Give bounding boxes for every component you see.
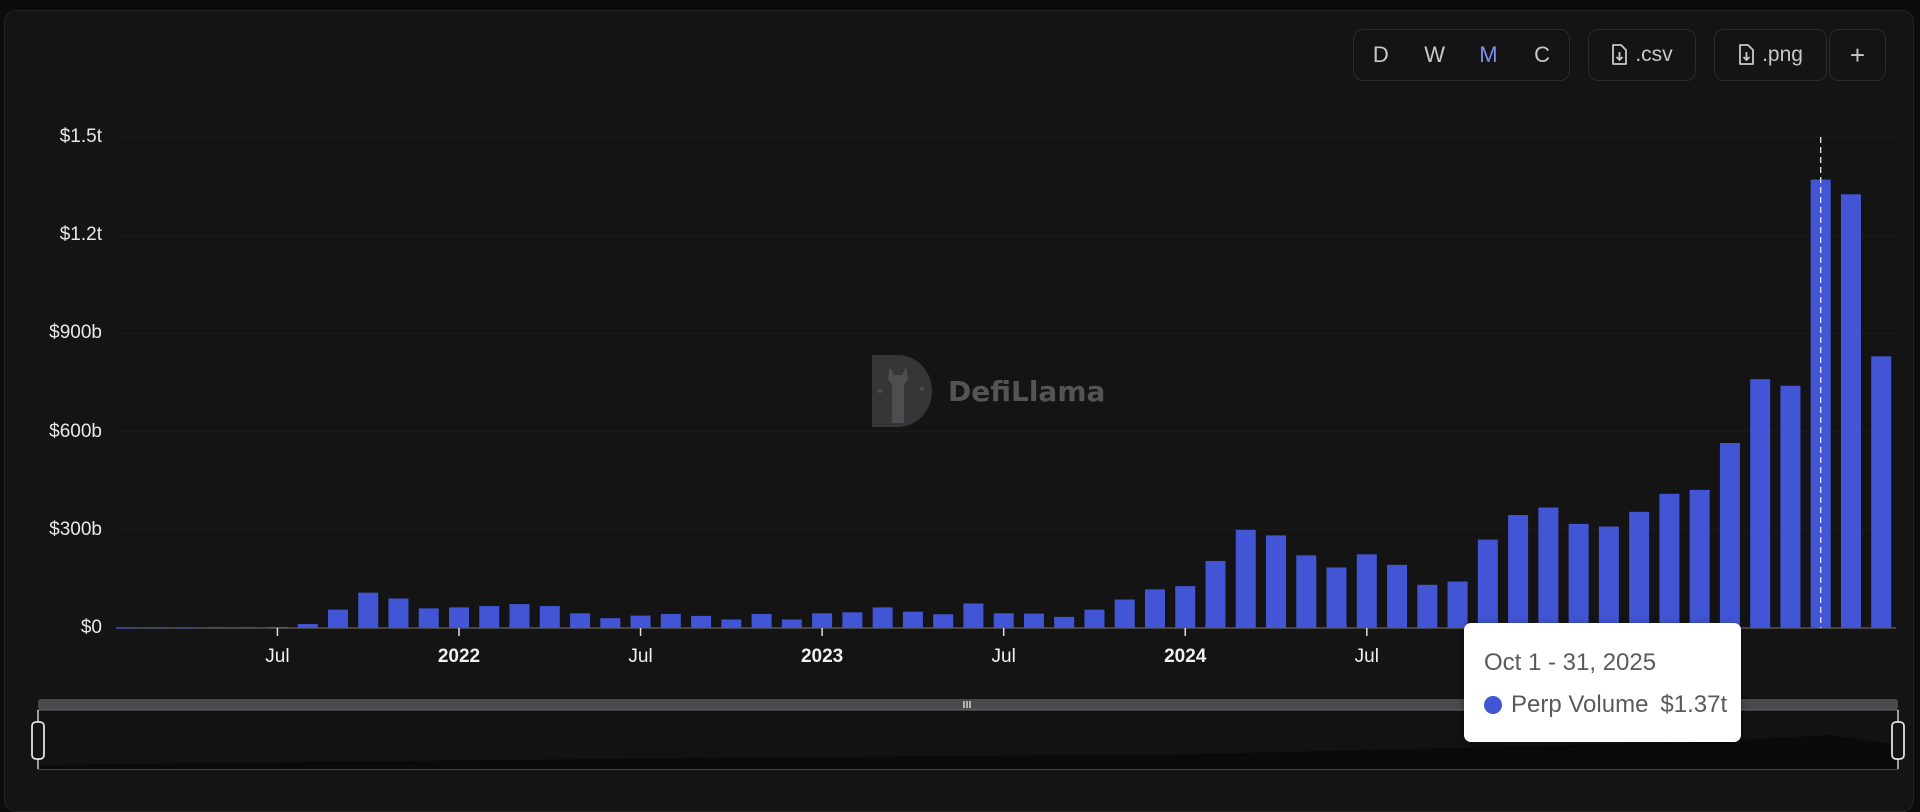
y-tick-label: $1.5t bbox=[59, 126, 102, 147]
bar-2025-10[interactable] bbox=[1810, 179, 1831, 628]
bar-2024-07[interactable] bbox=[1356, 554, 1377, 628]
bar-2022-03[interactable] bbox=[509, 604, 530, 628]
y-tick-label: $1.2t bbox=[59, 224, 102, 246]
series-color-dot bbox=[1484, 696, 1502, 714]
bar-2024-12[interactable] bbox=[1508, 515, 1529, 628]
bar-2024-09[interactable] bbox=[1417, 584, 1438, 628]
bar-2025-03[interactable] bbox=[1598, 526, 1619, 628]
y-tick-label: $900b bbox=[49, 322, 102, 344]
bar-2022-08[interactable] bbox=[660, 613, 681, 628]
bar-2021-12[interactable] bbox=[418, 608, 439, 628]
y-tick-label: $600b bbox=[49, 420, 102, 442]
bar-2024-05[interactable] bbox=[1296, 555, 1317, 628]
bar-2021-03[interactable] bbox=[146, 627, 167, 629]
download-csv-button[interactable]: .csv bbox=[1588, 29, 1696, 81]
y-tick-label: $300b bbox=[49, 518, 102, 540]
x-tick-label: Jul bbox=[628, 646, 652, 667]
bar-2021-11[interactable] bbox=[388, 598, 409, 628]
defillama-watermark: DefiLlama bbox=[868, 353, 1105, 429]
zoom-slider-preview bbox=[38, 735, 1898, 769]
bar-2022-10[interactable] bbox=[721, 619, 742, 628]
bar-2021-05[interactable] bbox=[206, 627, 227, 628]
bar-2021-07[interactable] bbox=[267, 627, 288, 628]
bar-2021-06[interactable] bbox=[237, 627, 258, 628]
bar-2022-04[interactable] bbox=[539, 606, 560, 628]
bar-2025-07[interactable] bbox=[1719, 443, 1740, 628]
bar-2025-12[interactable] bbox=[1871, 356, 1892, 628]
file-download-icon bbox=[1739, 44, 1754, 65]
x-tick-label: Jul bbox=[1355, 646, 1379, 667]
tooltip: Oct 1 - 31, 2025 Perp Volume $1.37t bbox=[1464, 623, 1741, 742]
x-tick-label: 2022 bbox=[438, 646, 480, 667]
bar-2023-10[interactable] bbox=[1084, 609, 1105, 628]
download-png-button[interactable]: .png bbox=[1714, 29, 1827, 81]
bar-2023-02[interactable] bbox=[842, 612, 863, 628]
bar-2022-09[interactable] bbox=[691, 615, 712, 628]
x-tick-label: 2024 bbox=[1164, 646, 1207, 667]
bar-2024-03[interactable] bbox=[1235, 529, 1256, 628]
bar-2023-09[interactable] bbox=[1054, 616, 1075, 628]
csv-label: .csv bbox=[1635, 43, 1673, 66]
bar-2023-12[interactable] bbox=[1144, 589, 1165, 628]
bar-2023-05[interactable] bbox=[933, 614, 954, 628]
png-label: .png bbox=[1762, 43, 1803, 66]
bar-2025-05[interactable] bbox=[1659, 493, 1680, 628]
bar-2024-01[interactable] bbox=[1175, 586, 1196, 628]
bar-2024-10[interactable] bbox=[1447, 581, 1468, 628]
defillama-logo-icon bbox=[872, 355, 932, 427]
bar-2021-08[interactable] bbox=[297, 624, 318, 628]
y-tick-label: $0 bbox=[80, 617, 102, 638]
bar-2025-06[interactable] bbox=[1689, 489, 1710, 628]
bar-2024-04[interactable] bbox=[1266, 535, 1287, 628]
perp-volume-bar-chart: Jul 2022 Jul 2023 Jul 2024 Jul bbox=[31, 136, 1905, 770]
watermark-text: DefiLlama bbox=[948, 374, 1106, 408]
bar-2022-01[interactable] bbox=[449, 607, 469, 628]
granularity-toggle: D W M C bbox=[1353, 29, 1570, 81]
tooltip-row: Perp Volume $1.37t bbox=[1484, 691, 1727, 719]
granularity-monthly-button[interactable]: M bbox=[1479, 42, 1498, 67]
bar-2025-11[interactable] bbox=[1840, 194, 1861, 629]
file-download-icon bbox=[1612, 44, 1628, 65]
bar-2022-02[interactable] bbox=[479, 606, 500, 628]
bar-2025-08[interactable] bbox=[1750, 379, 1771, 628]
bar-2024-02[interactable] bbox=[1205, 560, 1226, 628]
x-tick-label: 2023 bbox=[801, 646, 843, 667]
plus-icon: + bbox=[1849, 39, 1866, 70]
zoom-slider-track[interactable] bbox=[38, 699, 1898, 710]
x-tick-label: Jul bbox=[992, 646, 1016, 667]
tooltip-series-name: Perp Volume bbox=[1511, 691, 1649, 718]
bar-2021-02[interactable] bbox=[116, 627, 137, 629]
bar-2022-05[interactable] bbox=[570, 613, 591, 628]
bar-2023-08[interactable] bbox=[1023, 613, 1044, 628]
tooltip-date: Oct 1 - 31, 2025 bbox=[1484, 649, 1657, 676]
bar-2021-10[interactable] bbox=[358, 592, 379, 628]
bar-2025-02[interactable] bbox=[1568, 523, 1589, 628]
granularity-cumulative-button[interactable]: C bbox=[1534, 42, 1551, 67]
bar-2022-06[interactable] bbox=[600, 618, 621, 628]
bar-2024-08[interactable] bbox=[1387, 564, 1408, 628]
bar-2025-09[interactable] bbox=[1780, 385, 1801, 628]
bar-2025-01[interactable] bbox=[1538, 507, 1559, 628]
bar-2024-11[interactable] bbox=[1477, 539, 1498, 628]
slider-left-handle[interactable] bbox=[31, 721, 45, 760]
add-chart-button[interactable]: + bbox=[1829, 29, 1886, 81]
bar-2022-07[interactable] bbox=[630, 615, 651, 628]
bar-2023-01[interactable] bbox=[812, 613, 833, 628]
bar-2023-11[interactable] bbox=[1114, 599, 1135, 628]
bar-2021-09[interactable] bbox=[327, 609, 348, 628]
slider-right-handle[interactable] bbox=[1891, 721, 1905, 760]
bar-2022-11[interactable] bbox=[751, 613, 772, 628]
bar-2025-04[interactable] bbox=[1629, 511, 1650, 628]
bar-2022-12[interactable] bbox=[781, 619, 802, 628]
bar-2021-04[interactable] bbox=[176, 627, 197, 629]
bar-2024-06[interactable] bbox=[1326, 567, 1347, 628]
bar-2023-06[interactable] bbox=[963, 603, 984, 628]
x-tick-label: Jul bbox=[265, 646, 289, 667]
bar-2023-07[interactable] bbox=[993, 613, 1014, 628]
granularity-weekly-button[interactable]: W bbox=[1424, 42, 1445, 67]
bar-2023-03[interactable] bbox=[872, 607, 893, 628]
bar-2023-04[interactable] bbox=[902, 611, 923, 628]
granularity-daily-button[interactable]: D bbox=[1372, 42, 1389, 67]
tooltip-value: $1.37t bbox=[1660, 691, 1728, 718]
